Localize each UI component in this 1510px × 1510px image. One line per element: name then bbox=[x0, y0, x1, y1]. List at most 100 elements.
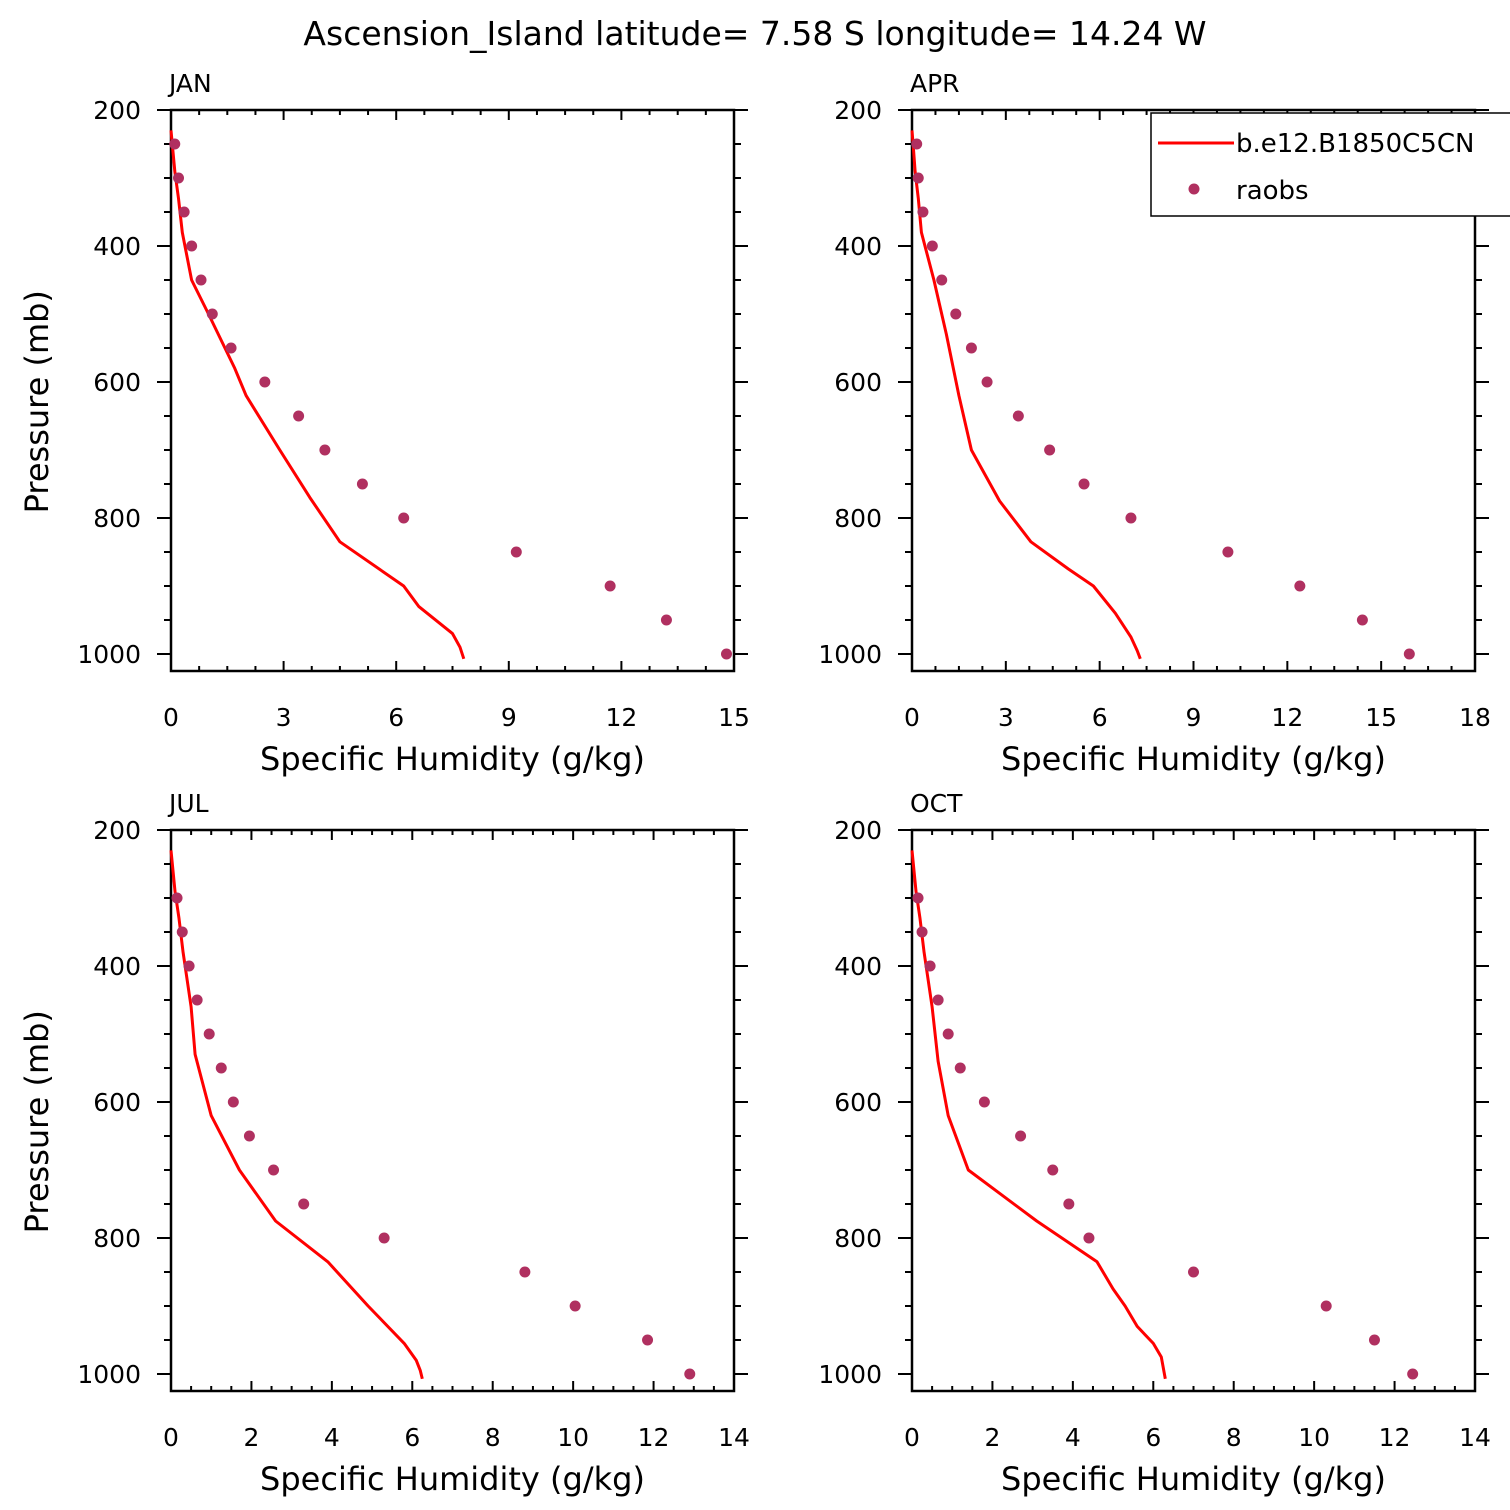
panel-title: JAN bbox=[167, 69, 212, 98]
obs-point bbox=[926, 240, 938, 252]
x-tick-label: 4 bbox=[1065, 1423, 1081, 1452]
x-tick-label: 10 bbox=[1298, 1423, 1330, 1452]
obs-point bbox=[191, 994, 203, 1006]
x-tick-label: 12 bbox=[638, 1423, 670, 1452]
y-tick-label: 400 bbox=[834, 232, 882, 261]
plot-frame bbox=[910, 828, 1477, 1393]
panel-jul: JUL 0 2 4 6 8 10 12 14 200 400 600 800 1000 Specific H… bbox=[18, 789, 750, 1498]
legend-obs-marker bbox=[1188, 183, 1200, 195]
x-tick-label: 14 bbox=[718, 1423, 750, 1452]
obs-point bbox=[206, 308, 218, 320]
x-tick-label: 2 bbox=[243, 1423, 259, 1452]
obs-point bbox=[169, 138, 181, 150]
obs-point bbox=[1320, 1300, 1332, 1312]
legend: b.e12.B1850C5CN raobs bbox=[1150, 112, 1510, 217]
x-tick-label: 6 bbox=[404, 1423, 420, 1452]
y-tick-label: 800 bbox=[834, 504, 882, 533]
x-tick-label: 9 bbox=[501, 703, 517, 732]
obs-point bbox=[183, 960, 195, 972]
x-tick-label: 0 bbox=[163, 703, 179, 732]
x-tick-label: 6 bbox=[1092, 703, 1108, 732]
x-tick-label: 6 bbox=[388, 703, 404, 732]
obs-point bbox=[1015, 1130, 1027, 1142]
obs-point bbox=[950, 308, 962, 320]
obs-point bbox=[268, 1164, 280, 1176]
obs-point bbox=[378, 1232, 390, 1244]
x-tick-label: 12 bbox=[1271, 703, 1303, 732]
y-tick-label: 800 bbox=[93, 1224, 141, 1253]
y-tick-label: 1000 bbox=[77, 640, 141, 669]
obs-point bbox=[569, 1300, 581, 1312]
obs-point bbox=[293, 410, 305, 422]
y-tick-label: 200 bbox=[834, 96, 882, 125]
panel-title: OCT bbox=[910, 789, 963, 818]
x-axis-title: Specific Humidity (g/kg) bbox=[1001, 1460, 1386, 1498]
y-tick-label: 800 bbox=[834, 1224, 882, 1253]
obs-point bbox=[195, 274, 207, 286]
obs-point bbox=[1078, 478, 1090, 490]
obs-point bbox=[965, 342, 977, 354]
obs-point bbox=[519, 1266, 531, 1278]
obs-point bbox=[936, 274, 948, 286]
obs-point bbox=[720, 648, 732, 660]
series-model-line bbox=[169, 850, 424, 1380]
obs-point bbox=[186, 240, 198, 252]
panel-jan: JAN 0 3 6 9 12 15 200 400 600 800 1000 Specific Humi… bbox=[18, 69, 750, 778]
obs-point bbox=[1012, 410, 1024, 422]
obs-point bbox=[173, 172, 185, 184]
obs-point bbox=[924, 960, 936, 972]
obs-point bbox=[604, 580, 616, 592]
x-tick-label: 10 bbox=[557, 1423, 589, 1452]
x-tick-label: 9 bbox=[1186, 703, 1202, 732]
obs-point bbox=[171, 892, 183, 904]
obs-point bbox=[916, 926, 928, 938]
obs-point bbox=[911, 138, 923, 150]
obs-point bbox=[942, 1028, 954, 1040]
x-axis-title: Specific Humidity (g/kg) bbox=[260, 740, 645, 778]
x-tick-label: 8 bbox=[1226, 1423, 1242, 1452]
x-tick-label: 15 bbox=[1365, 703, 1397, 732]
obs-point bbox=[1125, 512, 1137, 524]
x-tick-label: 18 bbox=[1459, 703, 1491, 732]
x-tick-label: 6 bbox=[1145, 1423, 1161, 1452]
panel-title: JUL bbox=[167, 789, 209, 818]
obs-point bbox=[684, 1368, 696, 1380]
x-tick-label: 14 bbox=[1459, 1423, 1491, 1452]
y-tick-label: 600 bbox=[834, 368, 882, 397]
x-tick-label: 3 bbox=[276, 703, 292, 732]
x-tick-label: 0 bbox=[163, 1423, 179, 1452]
obs-point bbox=[981, 376, 993, 388]
obs-point bbox=[978, 1096, 990, 1108]
y-tick-label: 1000 bbox=[818, 1360, 882, 1389]
obs-point bbox=[225, 342, 237, 354]
legend-model-label: b.e12.B1850C5CN bbox=[1236, 129, 1474, 159]
obs-point bbox=[1403, 648, 1415, 660]
obs-point bbox=[1083, 1232, 1095, 1244]
x-axis-title: Specific Humidity (g/kg) bbox=[1001, 740, 1386, 778]
obs-point bbox=[259, 376, 271, 388]
series-model-line bbox=[910, 850, 1167, 1380]
x-axis-title: Specific Humidity (g/kg) bbox=[260, 1460, 645, 1498]
panel-title: APR bbox=[910, 69, 960, 98]
obs-point bbox=[215, 1062, 227, 1074]
y-tick-label: 400 bbox=[834, 952, 882, 981]
obs-point bbox=[1044, 444, 1056, 456]
legend-obs-label: raobs bbox=[1236, 176, 1309, 206]
y-tick-label: 200 bbox=[93, 96, 141, 125]
obs-point bbox=[1188, 1266, 1199, 1278]
figure-title: Ascension_Island latitude= 7.58 S longit… bbox=[303, 14, 1206, 53]
x-tick-label: 12 bbox=[1379, 1423, 1411, 1452]
obs-point bbox=[1294, 580, 1306, 592]
legend-box bbox=[1150, 112, 1510, 217]
obs-point bbox=[203, 1028, 215, 1040]
series-model-line bbox=[169, 130, 466, 660]
obs-point bbox=[642, 1334, 654, 1346]
x-tick-label: 0 bbox=[904, 1423, 920, 1452]
obs-point bbox=[176, 926, 188, 938]
obs-point bbox=[1356, 614, 1368, 626]
obs-point bbox=[912, 172, 924, 184]
y-tick-label: 600 bbox=[834, 1088, 882, 1117]
y-tick-label: 1000 bbox=[77, 1360, 141, 1389]
obs-point bbox=[954, 1062, 966, 1074]
obs-point bbox=[912, 892, 924, 904]
